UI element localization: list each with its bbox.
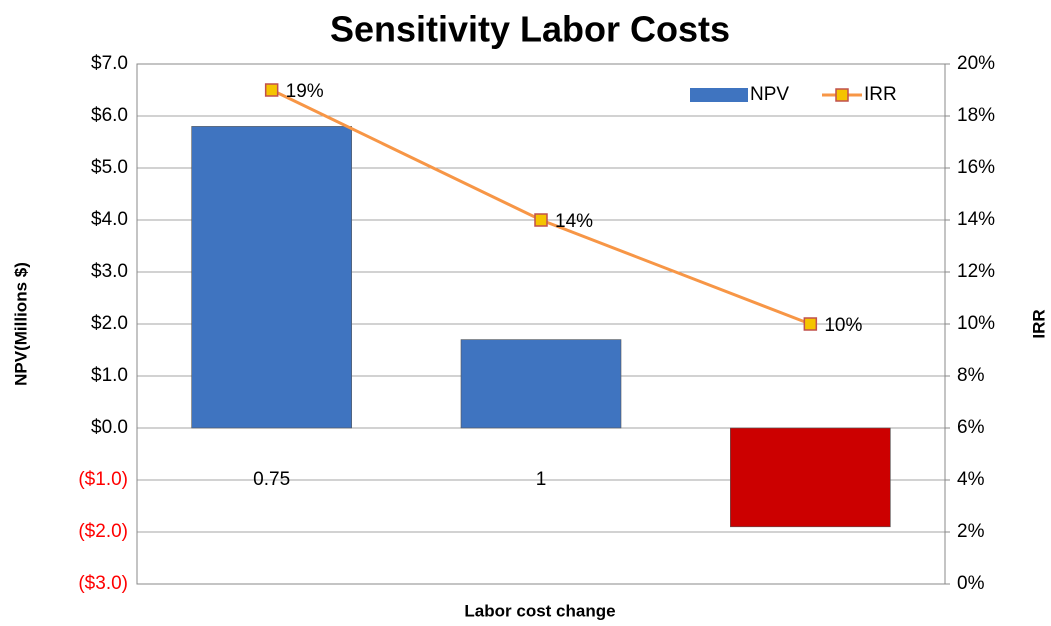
y2-tick-label: 20%	[957, 53, 995, 74]
y2-tick-label: 8%	[957, 365, 985, 386]
y-tick-label: ($1.0)	[78, 469, 128, 490]
y-tick-label: $0.0	[91, 417, 128, 438]
y2-axis-label: IRR	[1029, 309, 1048, 338]
y-tick-label: $6.0	[91, 105, 128, 126]
data-label: 19%	[286, 81, 324, 102]
bar	[460, 339, 622, 429]
x-tick-label: 0.75	[253, 469, 290, 490]
x-axis-label: Labor cost change	[464, 601, 615, 620]
marker	[534, 213, 548, 227]
y-tick-label: ($3.0)	[78, 573, 128, 594]
bar	[730, 427, 891, 528]
y-tick-label: $4.0	[91, 209, 128, 230]
y2-tick-label: 12%	[957, 261, 995, 282]
y-tick-label: $5.0	[91, 157, 128, 178]
line	[271, 88, 811, 326]
y2-tick-label: 14%	[957, 209, 995, 230]
y2-tick-label: 10%	[957, 313, 995, 334]
y2-tick-label: 2%	[957, 521, 985, 542]
marker	[803, 317, 818, 331]
legend-swatch	[690, 88, 748, 102]
y-tick-label: $7.0	[91, 53, 128, 74]
y2-tick-label: 0%	[957, 573, 985, 594]
y-tick-label: $2.0	[91, 313, 128, 334]
y-tick-label: $3.0	[91, 261, 128, 282]
chart-title: Sensitivity Labor Costs	[330, 9, 730, 50]
y-axis-label: NPV(Millions $)	[11, 262, 30, 386]
bar	[191, 126, 352, 429]
y2-tick-label: 6%	[957, 417, 985, 438]
marker	[264, 83, 279, 97]
x-tick-label: 1	[536, 469, 547, 490]
y2-tick-label: 4%	[957, 469, 985, 490]
y2-tick-label: 16%	[957, 157, 995, 178]
legend-label: IRR	[864, 84, 897, 105]
data-label: 10%	[824, 315, 862, 336]
y-tick-label: $1.0	[91, 365, 128, 386]
legend-label: NPV	[750, 84, 789, 105]
y2-tick-label: 18%	[957, 105, 995, 126]
legend-marker	[835, 88, 849, 102]
y-tick-label: ($2.0)	[78, 521, 128, 542]
data-label: 14%	[555, 211, 593, 232]
plot-frame	[136, 63, 946, 585]
